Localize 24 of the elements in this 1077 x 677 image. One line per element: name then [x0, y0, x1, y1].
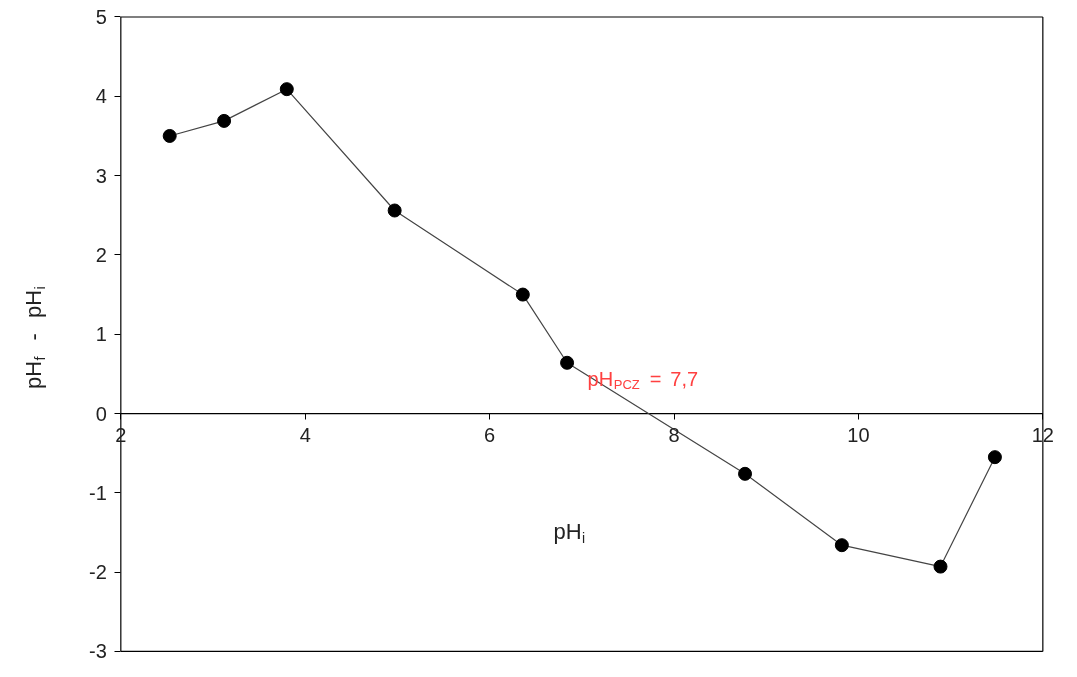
point	[515, 287, 530, 302]
y-tick-label: -1	[89, 481, 107, 504]
point	[987, 450, 1002, 465]
y-tick-label: 5	[95, 6, 107, 28]
point	[933, 559, 948, 574]
x-tick-label: 6	[484, 423, 496, 446]
y-tick-label: 0	[95, 402, 107, 425]
point	[834, 538, 849, 553]
y-tick-label: 4	[95, 85, 107, 108]
point	[217, 113, 232, 128]
x-tick-label: 8	[668, 423, 680, 446]
y-tick-label: -2	[89, 561, 107, 584]
y-tick-label: -3	[89, 640, 107, 663]
point	[279, 82, 294, 97]
y-tick-label: 3	[95, 164, 107, 187]
y-axis-title: pHf - pHi	[20, 286, 48, 389]
x-tick-label: 10	[847, 423, 870, 446]
point	[560, 355, 575, 370]
point	[162, 128, 177, 143]
point	[738, 466, 753, 481]
point	[387, 203, 402, 218]
y-tick-label: 2	[95, 243, 107, 266]
y-tick-label: 1	[95, 323, 107, 346]
x-tick-label: 4	[299, 423, 311, 446]
